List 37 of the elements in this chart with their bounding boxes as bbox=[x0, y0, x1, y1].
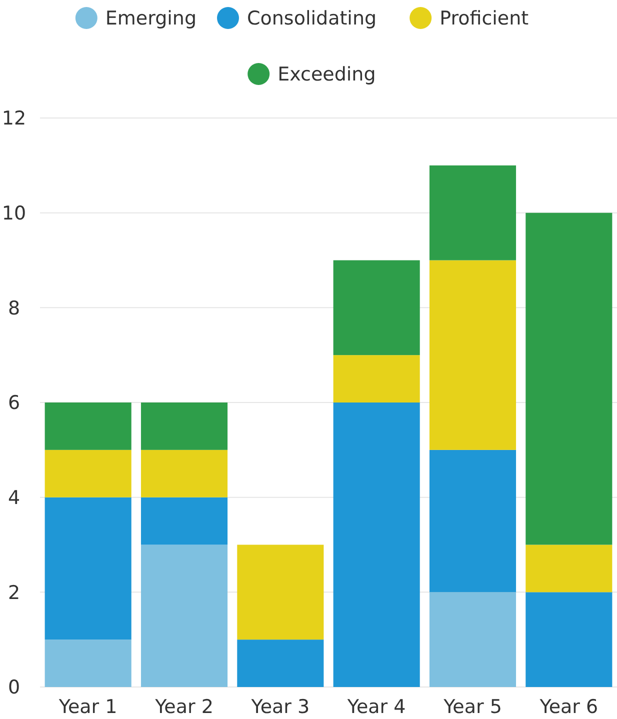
bar bbox=[526, 212, 612, 545]
bar bbox=[237, 544, 324, 640]
y-tick-label: 10 bbox=[2, 202, 26, 224]
x-tick-label: Year 4 bbox=[346, 696, 406, 718]
bar bbox=[333, 260, 420, 356]
bar bbox=[44, 450, 132, 498]
bar bbox=[237, 640, 324, 687]
y-tick-label: 2 bbox=[8, 582, 20, 604]
bar bbox=[429, 260, 516, 450]
y-tick-label: 0 bbox=[8, 676, 20, 699]
bar bbox=[429, 165, 516, 260]
x-tick-label: Year 3 bbox=[250, 696, 310, 718]
x-tick-label: Year 5 bbox=[442, 696, 502, 718]
bar bbox=[333, 402, 420, 687]
legend-label: Exceeding bbox=[278, 64, 376, 86]
bar bbox=[429, 592, 516, 687]
bar bbox=[429, 450, 516, 592]
bar bbox=[140, 497, 228, 545]
bar bbox=[140, 450, 228, 498]
bar bbox=[333, 355, 420, 402]
y-tick-label: 12 bbox=[2, 108, 26, 130]
bar bbox=[44, 640, 132, 687]
bar bbox=[526, 592, 612, 687]
bar bbox=[140, 402, 228, 450]
bar bbox=[44, 402, 132, 450]
y-tick-label: 4 bbox=[8, 486, 20, 509]
legend-label: Emerging bbox=[105, 8, 197, 30]
bar bbox=[44, 497, 132, 640]
bar bbox=[526, 544, 612, 592]
x-tick-label: Year 6 bbox=[538, 696, 598, 718]
legend-label: Consolidating bbox=[247, 8, 377, 30]
y-tick-label: 8 bbox=[8, 297, 20, 320]
x-tick-label: Year 2 bbox=[154, 696, 214, 718]
x-tick-label: Year 1 bbox=[58, 696, 118, 718]
bar bbox=[140, 544, 228, 687]
y-tick-label: 6 bbox=[8, 392, 20, 414]
legend-label: Proficient bbox=[440, 8, 529, 30]
